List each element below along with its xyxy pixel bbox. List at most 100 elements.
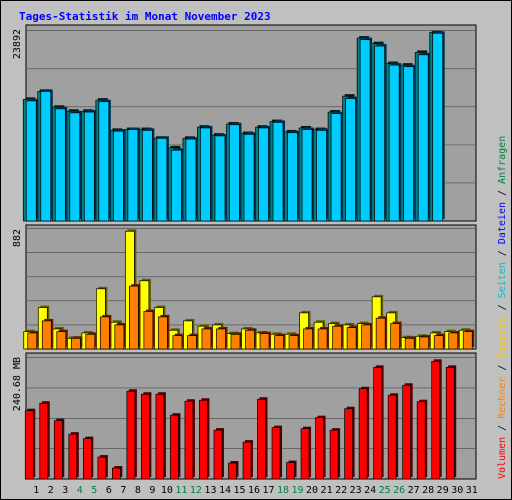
- bar-rechner-day-11: [172, 335, 183, 350]
- bar-rechner-day-12: [187, 335, 197, 350]
- day-label-10: 10: [161, 485, 173, 496]
- bar-dateien-day-17: [258, 127, 269, 222]
- day-label-14: 14: [219, 485, 231, 496]
- legend-1: Volumen: [497, 437, 508, 479]
- bar-rechner-day-7: [114, 324, 125, 350]
- bar-volumen-day-7: [112, 467, 121, 480]
- max-value-label: 240.68 MB: [12, 357, 23, 411]
- bar-rechner-day-29: [433, 335, 444, 350]
- day-label-12: 12: [190, 485, 202, 496]
- legend-3: Rechner: [497, 377, 508, 419]
- day-label-29: 29: [437, 485, 449, 496]
- day-label-15: 15: [233, 485, 245, 496]
- day-label-3: 3: [62, 485, 68, 496]
- bar-rechner-day-27: [404, 337, 415, 350]
- bar-volumen-day-14: [213, 429, 223, 480]
- bar-rechner-day-22: [332, 325, 342, 350]
- bar-dateien-day-15: [229, 124, 240, 222]
- bar-dateien-day-24: [359, 39, 371, 222]
- bar-dateien-day-11: [171, 149, 182, 222]
- day-label-24: 24: [364, 485, 376, 496]
- max-value-label: 23892: [12, 29, 23, 59]
- bar-volumen-day-25: [373, 366, 382, 480]
- bar-rechner-day-20: [303, 328, 313, 350]
- bar-dateien-day-20: [301, 129, 313, 222]
- bar-dateien-day-29: [432, 32, 444, 222]
- bar-rechner-day-21: [317, 328, 328, 350]
- bar-rechner-day-24: [361, 324, 371, 350]
- bar-volumen-day-19: [286, 462, 295, 480]
- bar-rechner-day-19: [288, 335, 299, 350]
- bar-dateien-day-5: [83, 111, 95, 222]
- bar-rechner-day-1: [27, 332, 38, 350]
- bar-rechner-day-3: [56, 331, 67, 350]
- bar-rechner-day-5: [85, 333, 96, 350]
- day-label-27: 27: [408, 485, 420, 496]
- bar-rechner-day-8: [129, 285, 139, 350]
- bar-rechner-day-25: [375, 317, 386, 350]
- day-label-20: 20: [306, 485, 318, 496]
- bar-rechner-day-30: [448, 332, 459, 350]
- day-label-28: 28: [422, 485, 434, 496]
- chart-panels: 23892 882 240.68 MB: [12, 24, 477, 480]
- bar-volumen-day-29: [431, 360, 441, 480]
- bar-rechner-day-31: [462, 331, 473, 350]
- day-axis-labels: 1 2 3 4 5 6 7 8 9 10 11 12 13 14 15 16 17 18 19 20 21 22 23 24 2…: [33, 485, 478, 496]
- bar-dateien-day-18: [272, 122, 284, 222]
- bar-volumen-day-20: [300, 428, 310, 480]
- legend-10: /: [497, 184, 508, 202]
- day-label-4: 4: [77, 485, 83, 496]
- day-label-8: 8: [135, 485, 141, 496]
- bar-rechner-day-18: [274, 335, 284, 350]
- bar-volumen-day-24: [358, 388, 368, 480]
- bar-volumen-day-27: [402, 384, 412, 480]
- bar-volumen-day-12: [184, 400, 194, 480]
- legend-6: /: [497, 298, 508, 316]
- bar-volumen-day-3: [53, 420, 63, 480]
- bar-rechner-day-15: [230, 333, 241, 350]
- chart-title: Tages-Statistik im Monat November 2023: [19, 10, 271, 23]
- bar-volumen-day-15: [228, 462, 237, 480]
- bar-volumen-day-9: [141, 393, 150, 480]
- bar-volumen-day-8: [126, 390, 136, 480]
- day-label-18: 18: [277, 485, 289, 496]
- bar-rechner-day-10: [158, 316, 168, 350]
- bar-dateien-day-12: [185, 138, 197, 222]
- bar-rechner-day-13: [201, 328, 212, 350]
- bar-volumen-day-23: [344, 408, 353, 480]
- bar-dateien-day-8: [127, 129, 139, 222]
- day-label-1: 1: [33, 485, 39, 496]
- bar-volumen-day-22: [329, 429, 339, 480]
- series-legend: Volumen / Rechner / Besuche / Seiten / D…: [497, 136, 508, 479]
- day-label-11: 11: [175, 485, 187, 496]
- day-label-7: 7: [120, 485, 126, 496]
- day-label-6: 6: [106, 485, 112, 496]
- day-label-30: 30: [451, 485, 463, 496]
- legend-8: /: [497, 244, 508, 262]
- max-value-label: 882: [12, 229, 23, 247]
- day-label-19: 19: [292, 485, 304, 496]
- bar-volumen-day-18: [271, 427, 281, 480]
- legend-11: Anfragen: [497, 136, 508, 184]
- day-label-21: 21: [321, 485, 333, 496]
- day-label-31: 31: [466, 485, 478, 496]
- bar-rechner-day-28: [419, 336, 430, 350]
- day-label-26: 26: [393, 485, 405, 496]
- bar-dateien-day-23: [345, 98, 356, 222]
- bar-volumen-day-4: [68, 433, 78, 480]
- bar-dateien-day-21: [316, 129, 327, 222]
- bar-dateien-day-7: [113, 130, 124, 222]
- panel-1: 23892: [12, 24, 477, 222]
- bar-dateien-day-6: [98, 101, 110, 222]
- legend-9: Dateien: [497, 202, 508, 244]
- bar-dateien-day-27: [403, 66, 415, 222]
- bar-volumen-day-1: [24, 410, 34, 480]
- bar-dateien-day-10: [156, 137, 168, 222]
- bar-dateien-day-22: [330, 113, 342, 222]
- bar-volumen-day-17: [257, 398, 266, 480]
- bar-dateien-day-16: [243, 133, 255, 222]
- day-label-25: 25: [379, 485, 391, 496]
- legend-text: Volumen / Rechner / Besuche / Seiten / D…: [497, 136, 508, 479]
- bar-volumen-day-28: [416, 401, 426, 480]
